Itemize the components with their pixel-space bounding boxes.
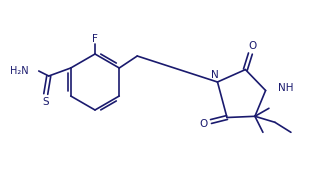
Text: O: O bbox=[248, 41, 257, 51]
Text: S: S bbox=[42, 97, 49, 107]
Text: N: N bbox=[211, 70, 218, 80]
Text: O: O bbox=[200, 119, 208, 129]
Text: F: F bbox=[92, 34, 98, 44]
Text: NH: NH bbox=[278, 84, 293, 93]
Text: H₂N: H₂N bbox=[10, 66, 29, 76]
